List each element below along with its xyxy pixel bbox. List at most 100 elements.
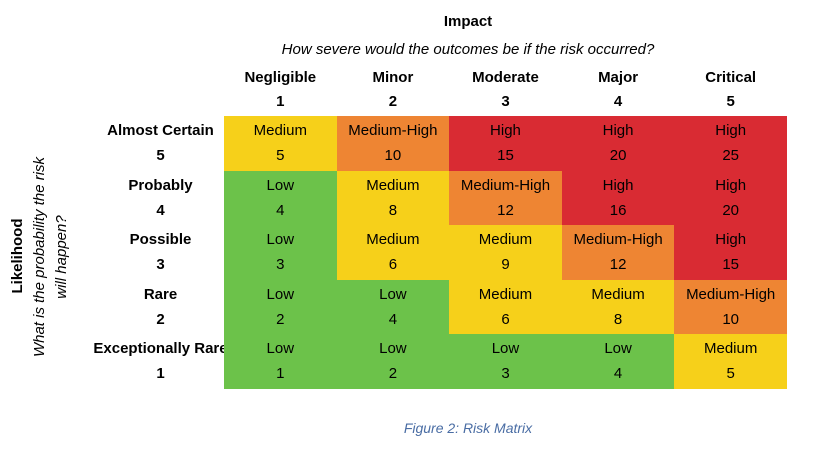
cell-rating: High [602, 176, 634, 194]
column-header-negligible: Negligible 1 [224, 64, 337, 116]
column-header-name: Minor [372, 69, 414, 86]
cell-rating: Medium [478, 285, 533, 303]
matrix-cell: Medium-High 10 [336, 116, 450, 171]
cell-score: 4 [613, 365, 623, 383]
matrix-cell: Medium 6 [336, 225, 450, 280]
cell-score: 10 [384, 147, 402, 165]
row-header-value: 3 [156, 256, 165, 274]
matrix-cell: Low 3 [224, 225, 337, 280]
cell-rating: High [715, 122, 747, 140]
cell-score: 4 [276, 201, 285, 219]
column-header-value: 2 [388, 93, 398, 110]
cell-score: 4 [388, 310, 398, 328]
cell-score: 12 [497, 201, 514, 219]
cell-score: 16 [609, 201, 627, 219]
matrix-cell: Medium 5 [674, 334, 787, 389]
cell-rating: Medium [591, 285, 645, 303]
cell-score: 5 [726, 365, 735, 383]
cell-rating: Low [491, 340, 520, 358]
matrix-cell: Low 1 [224, 334, 337, 389]
column-header-critical: Critical 5 [674, 64, 787, 116]
matrix-cell: Low 3 [449, 334, 562, 389]
impact-axis-question: How severe would the outcomes be if the … [281, 41, 655, 58]
row-header-name: Possible [129, 231, 192, 249]
row-header-name: Almost Certain [107, 122, 214, 140]
cell-rating: Medium-High [348, 122, 438, 140]
cell-rating: Low [266, 231, 295, 249]
column-header-name: Major [598, 69, 639, 86]
row-header-name: Probably [128, 176, 193, 194]
matrix-cell: Low 4 [561, 334, 675, 389]
column-header-value: 1 [276, 93, 285, 110]
matrix-cell: Medium-High 12 [561, 225, 675, 280]
cell-rating: Low [266, 285, 295, 303]
matrix-cell: Medium 9 [449, 225, 562, 280]
matrix-cell: High 16 [561, 170, 675, 225]
cell-score: 12 [609, 256, 627, 274]
impact-axis-header: Impact How severe would the outcomes be … [160, 12, 776, 60]
matrix-cell: High 15 [449, 116, 562, 171]
cell-rating: Low [266, 340, 295, 358]
cell-rating: Medium [366, 176, 420, 194]
cell-score: 2 [276, 310, 285, 328]
matrix-cell: High 15 [674, 225, 787, 280]
matrix-cell: Medium 8 [336, 170, 450, 225]
matrix-cell: Low 4 [336, 279, 450, 334]
cell-score: 9 [501, 256, 510, 274]
cell-rating: Medium-High [460, 176, 551, 194]
matrix-cell: Low 2 [336, 334, 450, 389]
risk-matrix-table: Negligible 1 Minor 2 Moderate 3 Major 4 … [93, 64, 787, 389]
cell-score: 8 [613, 310, 623, 328]
row-header-name: Rare [143, 285, 178, 303]
row-header-possible: Possible 3 [97, 225, 224, 280]
row-header-name: Exceptionally Rare [93, 340, 228, 358]
cell-rating: Medium-High [573, 231, 663, 249]
cell-rating: Low [604, 340, 632, 358]
matrix-cell: Medium 6 [449, 279, 562, 334]
likelihood-axis-title: Likelihood [9, 218, 26, 294]
row-header-value: 2 [156, 310, 165, 328]
column-header-name: Moderate [472, 69, 539, 86]
row-header-almost-certain: Almost Certain 5 [97, 116, 224, 171]
cell-rating: Low [266, 176, 295, 194]
row-header-probably: Probably 4 [97, 170, 224, 225]
cell-rating: Medium [703, 340, 758, 358]
column-header-moderate: Moderate 3 [449, 64, 562, 116]
cell-rating: Medium-High [686, 285, 776, 303]
cell-score: 15 [722, 256, 740, 274]
cell-rating: Low [379, 285, 407, 303]
figure-caption: Figure 2: Risk Matrix [403, 420, 533, 436]
column-header-name: Negligible [244, 69, 317, 86]
likelihood-axis-question: What is the probability the risk will ha… [29, 102, 73, 412]
cell-score: 3 [276, 256, 285, 274]
matrix-cell: Low 2 [224, 279, 337, 334]
row-header-value: 4 [156, 201, 165, 219]
cell-score: 5 [276, 147, 285, 165]
cell-score: 15 [497, 147, 514, 165]
cell-score: 3 [501, 365, 510, 383]
matrix-cell: High 20 [561, 116, 675, 171]
cell-rating: High [602, 122, 634, 140]
impact-axis-title: Impact [443, 13, 493, 30]
cell-rating: High [490, 122, 521, 140]
column-header-minor: Minor 2 [337, 64, 450, 116]
row-header-value: 1 [156, 365, 165, 383]
cell-score: 6 [501, 310, 510, 328]
cell-rating: Medium [253, 122, 307, 140]
cell-rating: High [715, 231, 747, 249]
matrix-cell: High 25 [674, 116, 787, 171]
cell-score: 8 [388, 201, 398, 219]
cell-rating: High [715, 176, 747, 194]
cell-rating: Low [379, 340, 407, 358]
column-header-value: 3 [501, 93, 510, 110]
likelihood-question-line-1: What is the probability the risk [31, 156, 48, 358]
matrix-cell: Low 4 [224, 170, 337, 225]
column-header-value: 4 [613, 93, 623, 110]
row-header-value: 5 [156, 147, 165, 165]
matrix-cell: High 20 [674, 170, 787, 225]
cell-score: 20 [609, 147, 627, 165]
row-header-rare: Rare 2 [97, 279, 224, 334]
cell-score: 20 [722, 201, 740, 219]
cell-rating: Medium [366, 231, 420, 249]
